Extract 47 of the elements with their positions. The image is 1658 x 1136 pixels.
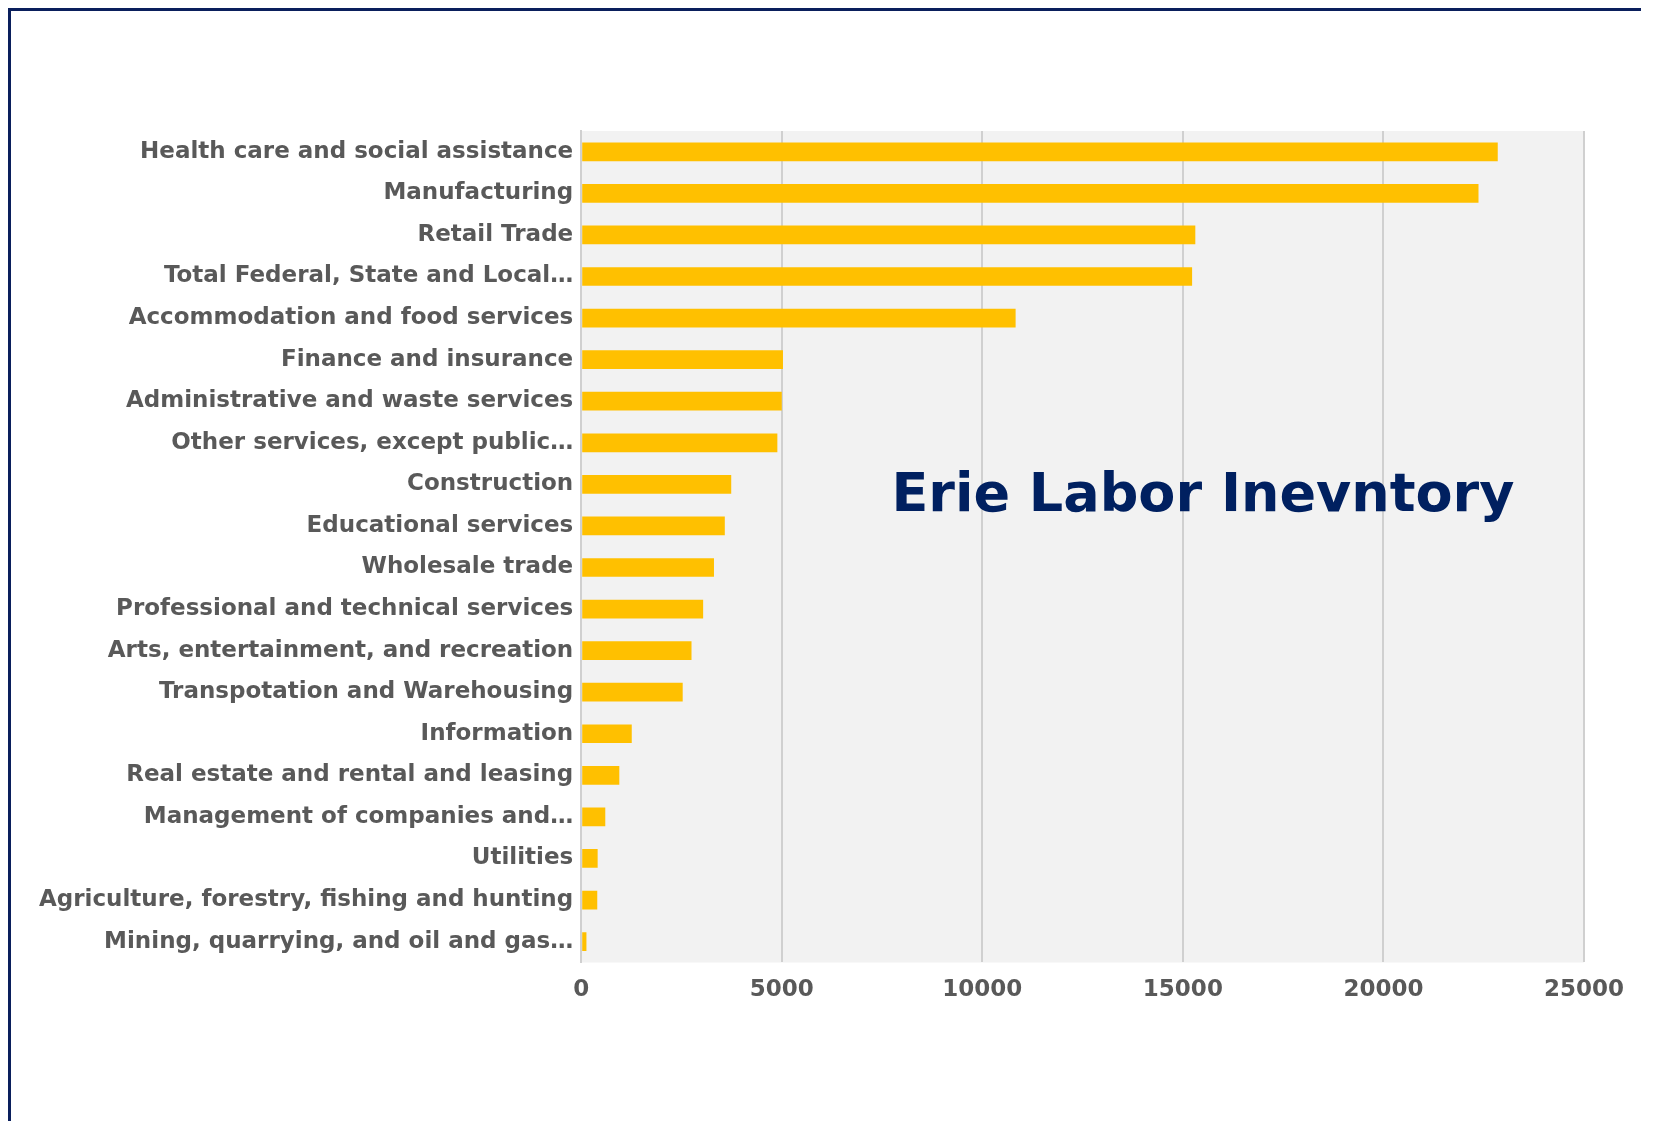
- y-tick-label: Utilities: [471, 843, 574, 870]
- bar: [582, 184, 1479, 203]
- bar: [582, 682, 683, 702]
- bar: [582, 267, 1193, 286]
- y-tick-label: Management of companies and…: [143, 801, 574, 828]
- y-tick-label: Real estate and rental and leasing: [126, 760, 574, 787]
- x-tick-label: 15000: [1142, 975, 1223, 1002]
- x-tick-label: 10000: [942, 975, 1023, 1002]
- y-tick-label: Educational services: [306, 510, 574, 537]
- y-tick-label: Transpotation and Warehousing: [158, 677, 574, 704]
- y-tick-label: Accommodation and food services: [128, 303, 574, 330]
- y-tick-label: Health care and social assistance: [140, 136, 574, 163]
- bar: [582, 516, 725, 536]
- bar: [582, 308, 1016, 328]
- y-tick-label: Retail Trade: [417, 219, 574, 246]
- y-tick-label: Finance and insurance: [280, 344, 574, 371]
- bar: [582, 932, 587, 951]
- bar: [582, 724, 632, 744]
- bar: [582, 474, 732, 494]
- y-tick-label: Construction: [407, 469, 574, 496]
- y-tick-label: Agriculture, forestry, fishing and hunting: [38, 885, 574, 912]
- y-tick-label: Wholesale trade: [361, 552, 574, 579]
- y-tick-label: Information: [420, 718, 574, 745]
- y-tick-label: Total Federal, State and Local…: [163, 261, 574, 288]
- bar: [582, 765, 620, 785]
- y-tick-label: Professional and technical services: [116, 594, 574, 621]
- bar: [582, 350, 783, 369]
- bar: [582, 433, 778, 453]
- x-tick-label: 5000: [749, 975, 814, 1002]
- y-tick-label: Mining, quarrying, and oil and gas…: [104, 926, 574, 953]
- y-tick-label: Other services, except public…: [171, 427, 574, 454]
- bar: [582, 599, 704, 619]
- bar: [582, 391, 782, 411]
- x-tick-label: 20000: [1343, 975, 1424, 1002]
- x-tick-label: 25000: [1543, 975, 1625, 1002]
- y-tick-label: Arts, entertainment, and recreation: [107, 635, 574, 662]
- bar: [582, 641, 692, 660]
- text: Erie Labor Inevntory: [891, 460, 1515, 524]
- y-tick-label: Administrative and waste services: [125, 386, 574, 413]
- bar: [582, 558, 714, 577]
- bar: [582, 849, 598, 868]
- x-tick-label: 0: [573, 975, 590, 1002]
- bar: [582, 807, 606, 827]
- bar: [582, 890, 598, 910]
- y-tick-label: Manufacturing: [383, 178, 574, 205]
- bar: [582, 142, 1498, 162]
- bar: [582, 225, 1196, 245]
